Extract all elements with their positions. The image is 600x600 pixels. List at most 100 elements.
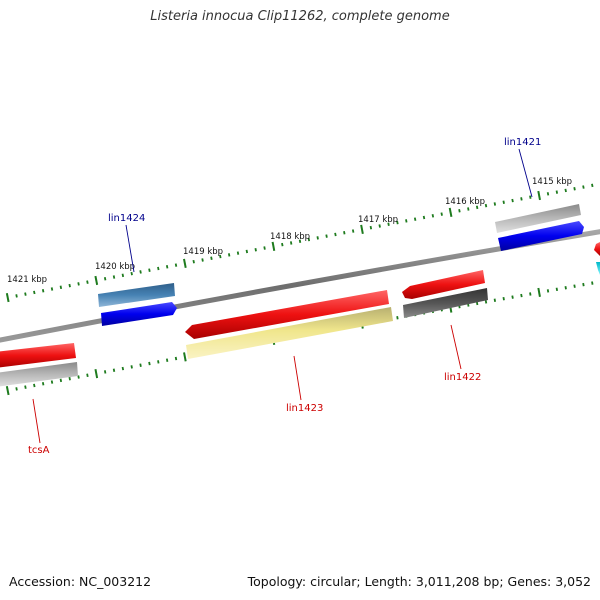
outer-minor-tick — [555, 190, 559, 194]
outer-major-tick — [5, 292, 10, 303]
outer-minor-tick — [33, 290, 36, 295]
outer-minor-tick — [475, 205, 479, 210]
outer-minor-tick — [343, 231, 346, 235]
outer-minor-tick — [165, 265, 169, 269]
inner-minor-tick — [520, 293, 523, 298]
tick-label-1420: 1420 kbp — [95, 262, 135, 272]
gene-label-tcsA[interactable]: tcsA — [28, 445, 50, 456]
outer-minor-tick — [245, 249, 249, 254]
outer-major-tick — [537, 190, 541, 201]
gene-feature-lin1423[interactable] — [186, 307, 393, 359]
inner-minor-tick — [15, 387, 18, 391]
inner-minor-tick — [573, 284, 576, 288]
outer-minor-tick — [112, 275, 116, 279]
outer-minor-tick — [413, 217, 417, 221]
outer-minor-tick — [59, 285, 63, 290]
outer-minor-tick — [307, 237, 311, 242]
outer-minor-tick — [546, 192, 550, 196]
gene-feature-forward-red-edge[interactable] — [594, 242, 600, 256]
inner-minor-tick — [174, 356, 178, 361]
inner-minor-tick — [555, 287, 559, 292]
outer-tick-ring — [0, 182, 600, 303]
gene-feature-lin1421[interactable] — [498, 221, 584, 251]
gene-label-lin1421[interactable]: lin1421 — [504, 137, 541, 148]
outer-minor-tick — [130, 271, 133, 276]
gene-feature-tcsA-red[interactable] — [0, 343, 76, 368]
outer-minor-tick — [564, 188, 567, 193]
inner-minor-tick — [50, 380, 54, 384]
outer-minor-tick — [254, 248, 257, 252]
inner-minor-tick — [24, 385, 27, 389]
inner-minor-tick — [475, 301, 479, 306]
gene-feature-lin1423-red[interactable] — [185, 290, 389, 339]
outer-minor-tick — [520, 197, 523, 201]
outer-minor-tick — [405, 219, 408, 223]
outer-major-tick — [448, 207, 453, 218]
inner-minor-tick — [77, 375, 80, 379]
outer-minor-tick — [440, 212, 443, 216]
outer-minor-tick — [210, 256, 213, 261]
outer-minor-tick — [387, 222, 390, 227]
outer-minor-tick — [236, 251, 240, 255]
tick-label-1419: 1419 kbp — [183, 247, 223, 257]
outer-minor-tick — [281, 242, 284, 247]
outer-minor-tick — [369, 225, 373, 230]
gene-feature-lin1424[interactable] — [101, 302, 177, 326]
outer-major-tick — [271, 241, 276, 251]
outer-minor-tick — [573, 187, 576, 191]
gene-feature-lin1422[interactable] — [403, 288, 488, 318]
inner-minor-tick — [148, 361, 151, 366]
outer-minor-tick — [316, 236, 319, 240]
outer-minor-tick — [157, 266, 160, 271]
inner-minor-tick — [396, 315, 399, 320]
inner-minor-tick — [112, 368, 116, 372]
gene-feature-reverse-cyan-edge[interactable] — [596, 262, 600, 275]
outer-minor-tick — [458, 208, 461, 213]
outer-minor-tick — [298, 239, 302, 243]
outer-minor-tick — [334, 232, 337, 237]
tick-label-1418: 1418 kbp — [270, 232, 310, 242]
outer-minor-tick — [493, 202, 497, 206]
gene-label-lin1424[interactable]: lin1424 — [108, 213, 145, 224]
outer-minor-tick — [148, 268, 151, 272]
inner-minor-tick — [546, 289, 550, 293]
outer-minor-tick — [351, 229, 355, 233]
map-title: Listeria innocua Clip11262, complete gen… — [150, 9, 450, 24]
inner-minor-tick — [68, 376, 71, 381]
callout-line-lin1422 — [450, 324, 462, 370]
inner-minor-tick — [157, 360, 160, 364]
outer-minor-tick — [325, 234, 328, 238]
inner-minor-tick — [502, 296, 505, 301]
callout-line-lin1424 — [125, 224, 135, 273]
inner-minor-tick — [165, 358, 169, 362]
inner-major-tick — [537, 287, 541, 298]
tick-label-1421: 1421 kbp — [7, 275, 47, 285]
tick-label-1415: 1415 kbp — [532, 177, 572, 187]
outer-major-tick — [94, 275, 99, 286]
inner-minor-tick — [121, 366, 125, 371]
topology-summary-text: Topology: circular; Length: 3,011,208 bp… — [247, 574, 591, 589]
outer-minor-tick — [68, 283, 71, 288]
inner-minor-tick — [564, 286, 567, 290]
gene-label-lin1423[interactable]: lin1423 — [286, 403, 323, 414]
inner-minor-tick — [511, 295, 514, 299]
gene-feature-lin1422-red[interactable] — [402, 270, 485, 299]
outer-minor-tick — [192, 259, 195, 264]
gene-feature-tcsA[interactable] — [0, 362, 78, 387]
inner-minor-tick — [484, 300, 488, 304]
gene-label-lin1422[interactable]: lin1422 — [444, 372, 481, 383]
gene-feature-lin1421-gray[interactable] — [495, 204, 581, 233]
gene-feature-lin1424-steel[interactable] — [98, 283, 175, 307]
outer-minor-tick — [103, 277, 107, 281]
callout-line-lin1423 — [293, 355, 302, 401]
outer-minor-tick — [289, 241, 293, 245]
outer-minor-tick — [502, 200, 505, 204]
inner-minor-tick — [86, 373, 89, 378]
outer-minor-tick — [431, 214, 435, 218]
outer-minor-tick — [86, 280, 89, 284]
outer-minor-tick — [77, 282, 80, 286]
inner-major-tick — [5, 385, 10, 396]
outer-minor-tick — [422, 215, 426, 220]
